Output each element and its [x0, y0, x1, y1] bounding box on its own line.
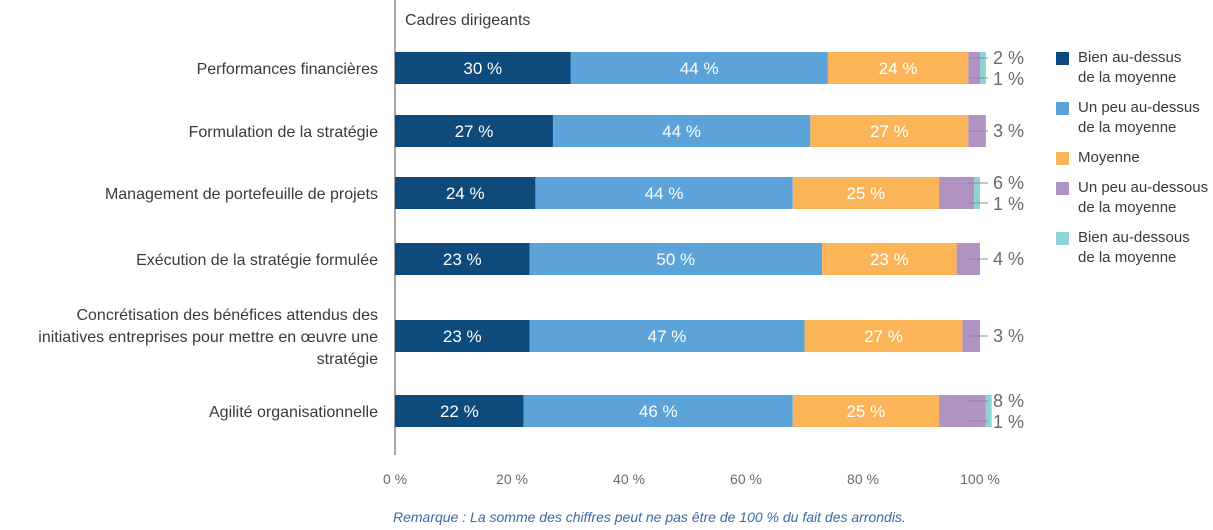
bar-value-label: 27 % — [455, 122, 494, 141]
bar-segment-bien-au-dessus-de-la-moyenne — [395, 115, 553, 147]
bar-segment-un-peu-au-dessus-de-la-moyenne — [570, 52, 828, 84]
bar-value-label: 46 % — [639, 402, 678, 421]
bar-segment-moyenne — [792, 395, 940, 427]
bar-value-label: 24 % — [446, 184, 485, 203]
legend-swatch — [1056, 182, 1069, 195]
outside-value-label: 1 % — [993, 69, 1024, 89]
outside-value-label: 6 % — [993, 173, 1024, 193]
bar-segment-un-peu-au-dessus-de-la-moyenne — [552, 115, 811, 147]
bar-value-label: 27 % — [864, 327, 903, 346]
bar-segment-bien-au-dessus-de-la-moyenne — [395, 243, 530, 275]
bar-segment-un-peu-au-dessous-de-la-moyenne — [939, 395, 986, 427]
bar-segment-un-peu-au-dessus-de-la-moyenne — [529, 320, 805, 352]
bar-segment-bien-au-dessus-de-la-moyenne — [395, 177, 536, 209]
chart-title: Cadres dirigeants — [405, 12, 530, 29]
bar-value-label: 23 % — [443, 250, 482, 269]
legend-label: de la moyenne — [1078, 119, 1177, 136]
bar-segment-un-peu-au-dessus-de-la-moyenne — [535, 177, 793, 209]
bar-value-label: 50 % — [656, 250, 695, 269]
bar-value-label: 23 % — [870, 250, 909, 269]
bar-value-label: 25 % — [847, 184, 886, 203]
legend-label: de la moyenne — [1078, 69, 1177, 86]
bar-value-label: 44 % — [645, 184, 684, 203]
bar-segment-bien-au-dessous-de-la-moyenne — [974, 177, 980, 209]
category-label: Management de portefeuille de projets — [105, 186, 378, 203]
bar-segment-moyenne — [822, 243, 957, 275]
legend-swatch — [1056, 52, 1069, 65]
category-label: initiatives entreprises pour mettre en œ… — [38, 329, 378, 346]
outside-value-label: 1 % — [993, 194, 1024, 214]
legend-label: de la moyenne — [1078, 249, 1177, 266]
legend-item: Un peu au-dessous de la moyenne — [1056, 178, 1208, 218]
legend-item: Bien au-dessous de la moyenne — [1056, 228, 1190, 268]
bar-segment-bien-au-dessous-de-la-moyenne — [980, 52, 986, 84]
x-tick-label: 100 % — [960, 471, 1000, 487]
bar-value-label: 24 % — [879, 59, 918, 78]
x-tick-label: 60 % — [730, 471, 762, 487]
bar-segment-un-peu-au-dessus-de-la-moyenne — [523, 395, 793, 427]
legend-label: Bien au-dessus — [1078, 49, 1182, 66]
bar-segment-bien-au-dessus-de-la-moyenne — [395, 395, 524, 427]
x-tick-label: 20 % — [496, 471, 528, 487]
outside-value-label: 4 % — [993, 249, 1024, 269]
outside-value-label: 3 % — [993, 326, 1024, 346]
legend-item: Bien au-dessus de la moyenne — [1056, 48, 1181, 88]
category-label: Performances financières — [197, 61, 378, 78]
category-label: Agilité organisationnelle — [209, 404, 378, 421]
bar-segment-moyenne — [804, 320, 963, 352]
x-tick-label: 0 % — [383, 471, 407, 487]
bar-value-label: 47 % — [648, 327, 687, 346]
category-label: Exécution de la stratégie formulée — [136, 252, 378, 269]
legend-label: Bien au-dessous — [1078, 229, 1190, 246]
category-label: Formulation de la stratégie — [189, 124, 379, 141]
bar-segment-bien-au-dessus-de-la-moyenne — [395, 52, 571, 84]
bar-segment-un-peu-au-dessous-de-la-moyenne — [939, 177, 975, 209]
legend-item: Un peu au-dessus de la moyenne — [1056, 98, 1200, 138]
bar-value-label: 27 % — [870, 122, 909, 141]
x-tick-label: 40 % — [613, 471, 645, 487]
legend-swatch — [1056, 152, 1069, 165]
bar-segment-bien-au-dessus-de-la-moyenne — [395, 320, 530, 352]
bar-segment-un-peu-au-dessous-de-la-moyenne — [968, 52, 980, 84]
bar-value-label: 44 % — [662, 122, 701, 141]
legend-swatch — [1056, 232, 1069, 245]
bar-value-label: 44 % — [680, 59, 719, 78]
legend-label: de la moyenne — [1078, 199, 1177, 216]
legend-item: Moyenne — [1056, 148, 1140, 168]
x-tick-label: 80 % — [847, 471, 879, 487]
outside-value-label: 1 % — [993, 412, 1024, 432]
bar-segment-bien-au-dessous-de-la-moyenne — [985, 395, 992, 427]
bar-value-label: 22 % — [440, 402, 479, 421]
bar-segment-un-peu-au-dessus-de-la-moyenne — [529, 243, 823, 275]
outside-value-label: 8 % — [993, 391, 1024, 411]
bar-segment-moyenne — [792, 177, 940, 209]
outside-value-label: 3 % — [993, 121, 1024, 141]
bar-value-label: 23 % — [443, 327, 482, 346]
bar-value-label: 25 % — [847, 402, 886, 421]
legend-label: Moyenne — [1078, 149, 1140, 166]
bar-segment-moyenne — [810, 115, 969, 147]
bar-segment-moyenne — [827, 52, 969, 84]
legend-swatch — [1056, 102, 1069, 115]
legend-label: Un peu au-dessus — [1078, 99, 1200, 116]
bar-value-label: 30 % — [463, 59, 502, 78]
footnote-remark: Remarque : La somme des chiffres peut ne… — [393, 509, 906, 525]
legend-label: Un peu au-dessous — [1078, 179, 1209, 196]
category-label: Concrétisation des bénéfices attendus de… — [76, 307, 378, 324]
category-label: stratégie — [317, 351, 378, 368]
outside-value-label: 2 % — [993, 48, 1024, 68]
